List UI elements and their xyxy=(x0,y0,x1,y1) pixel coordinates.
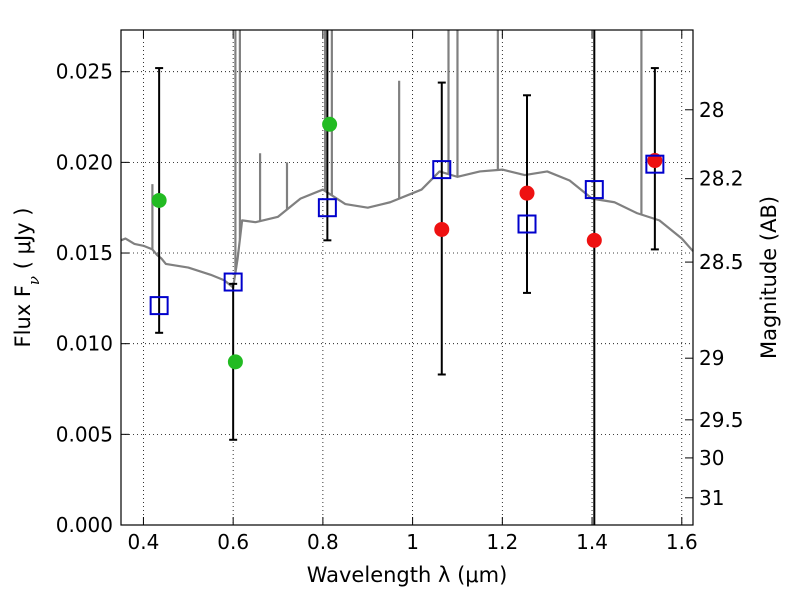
right-axis-label: Magnitude (AB) xyxy=(757,196,781,359)
y-tick-label: 0.005 xyxy=(56,422,113,446)
right-tick-label: 28.2 xyxy=(699,167,744,191)
x-tick-label: 1.6 xyxy=(666,530,698,554)
x-tick-label: 1.4 xyxy=(576,530,608,554)
x-tick-label: 1 xyxy=(406,530,419,554)
right-tick-label: 29 xyxy=(699,346,724,370)
right-tick-label: 28 xyxy=(699,98,724,122)
plot-frame xyxy=(121,30,693,525)
y-tick-label: 0.025 xyxy=(56,60,113,84)
spectrum-line xyxy=(121,170,693,288)
x-tick-label: 0.4 xyxy=(128,530,160,554)
green-circle-point xyxy=(322,117,337,132)
y-tick-label: 0.000 xyxy=(56,513,113,537)
error-bars xyxy=(155,30,659,525)
red-circle-point xyxy=(434,222,449,237)
right-tick-label: 30 xyxy=(699,446,724,470)
x-axis-label: Wavelength λ (μm) xyxy=(307,563,508,587)
y-tick-label: 0.015 xyxy=(56,241,113,265)
flux-chart: 0.4 0.6 0.8 1 1.2 1.4 1.6 0.000 0.005 0.010 0.015 0… xyxy=(0,0,800,600)
x-tick-label: 1.2 xyxy=(486,530,518,554)
right-tick-label: 29.5 xyxy=(699,408,744,432)
x-tick-label: 0.8 xyxy=(307,530,339,554)
y-axis-label: Flux Fν ( μJy ) xyxy=(11,208,43,348)
data-markers xyxy=(151,117,664,370)
right-tick-label: 28.5 xyxy=(699,250,744,274)
green-circle-point xyxy=(228,354,243,369)
y-tick-label: 0.010 xyxy=(56,332,113,356)
model-spectrum xyxy=(121,30,693,287)
grid xyxy=(121,30,693,525)
y-tick-label: 0.020 xyxy=(56,150,113,174)
right-tick-label: 31 xyxy=(699,486,724,510)
red-circle-point xyxy=(587,233,602,248)
x-tick-label: 0.6 xyxy=(217,530,249,554)
green-circle-point xyxy=(152,193,167,208)
red-circle-point xyxy=(520,186,535,201)
